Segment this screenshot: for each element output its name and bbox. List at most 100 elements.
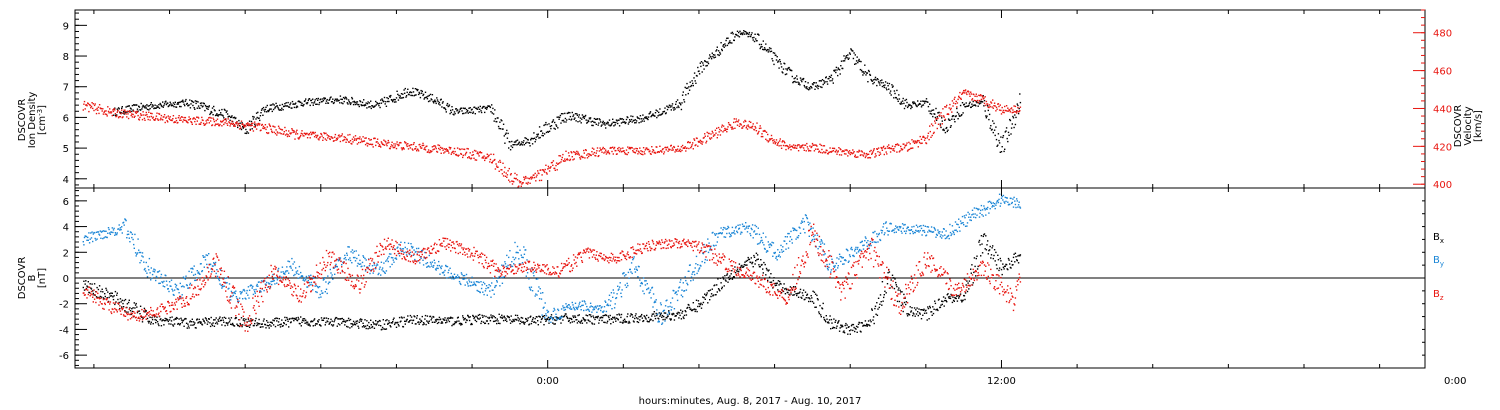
- bx-point: [1014, 261, 1016, 263]
- bx-point: [390, 326, 392, 328]
- velocity-point: [983, 102, 986, 105]
- density-point: [955, 115, 957, 117]
- velocity-point: [320, 133, 323, 135]
- velocity-point: [816, 145, 818, 147]
- density-point: [132, 109, 134, 111]
- velocity-point: [906, 150, 909, 152]
- velocity-point: [227, 118, 229, 120]
- bx-point: [401, 317, 403, 319]
- bx-point: [332, 324, 335, 326]
- velocity-point: [538, 172, 540, 175]
- bx-point: [306, 321, 309, 323]
- bx-point: [333, 320, 335, 323]
- bx-point: [823, 318, 826, 321]
- density-point: [284, 103, 286, 105]
- by-point: [143, 269, 146, 271]
- bx-point: [276, 317, 279, 320]
- density-point: [326, 98, 328, 101]
- bx-point: [1008, 259, 1010, 261]
- bx-point: [849, 333, 851, 335]
- velocity-point: [329, 138, 331, 141]
- density-point: [654, 112, 657, 114]
- bx-point: [597, 315, 599, 318]
- velocity-point: [934, 120, 936, 122]
- velocity-point: [730, 126, 732, 128]
- velocity-point: [1017, 107, 1019, 109]
- bx-point: [217, 319, 219, 321]
- bx-point: [721, 286, 723, 288]
- density-point: [359, 100, 362, 103]
- velocity-point: [941, 123, 943, 125]
- bx-point: [898, 287, 900, 289]
- density-point: [509, 141, 511, 143]
- velocity-point: [557, 163, 559, 165]
- bx-point: [944, 299, 946, 302]
- bx-point: [936, 308, 938, 310]
- density-point: [777, 61, 779, 63]
- by-point: [325, 281, 327, 283]
- velocity-point: [436, 151, 439, 153]
- by-point: [352, 256, 355, 259]
- bx-point: [442, 318, 444, 320]
- bx-point: [162, 319, 164, 321]
- density-point: [798, 82, 800, 84]
- density-point: [934, 116, 937, 119]
- velocity-point: [918, 141, 921, 144]
- by-point: [87, 239, 89, 241]
- density-point: [521, 141, 523, 143]
- density-point: [854, 63, 856, 65]
- bx-point: [255, 324, 258, 327]
- density-point: [643, 120, 645, 122]
- density-point: [706, 64, 708, 67]
- density-point: [988, 113, 991, 116]
- bx-point: [978, 241, 980, 243]
- bx-point: [842, 325, 844, 328]
- bx-point: [985, 235, 987, 237]
- bx-point: [572, 315, 574, 317]
- bx-point: [180, 317, 182, 319]
- density-point: [680, 108, 683, 111]
- bx-point: [678, 312, 681, 314]
- by-point: [119, 227, 122, 229]
- velocity-point: [482, 156, 484, 158]
- bx-point: [864, 320, 867, 322]
- by-point: [295, 267, 297, 269]
- by-point: [353, 250, 355, 253]
- velocity-point: [403, 148, 405, 150]
- density-point: [695, 82, 697, 84]
- density-point: [1004, 131, 1006, 133]
- by-point: [139, 251, 142, 254]
- bx-point: [816, 298, 819, 300]
- velocity-point: [346, 139, 348, 141]
- bx-point: [976, 268, 979, 270]
- by-point: [136, 252, 139, 254]
- bx-point: [895, 281, 897, 284]
- by-point: [308, 281, 311, 284]
- bx-point: [1002, 266, 1005, 268]
- bx-point: [297, 316, 299, 319]
- density-point: [584, 115, 586, 118]
- bx-point: [520, 320, 522, 322]
- by-point: [112, 231, 114, 234]
- velocity-point: [260, 129, 262, 131]
- density-point: [871, 80, 873, 82]
- density-point: [994, 134, 996, 137]
- velocity-point: [993, 105, 995, 107]
- velocity-point: [957, 98, 959, 101]
- b-axis-tick-label: -4: [59, 325, 69, 336]
- density-point: [1013, 126, 1015, 129]
- bx-point: [136, 306, 138, 308]
- velocity-point: [743, 125, 746, 127]
- velocity-point: [87, 103, 89, 105]
- bx-point: [516, 319, 518, 321]
- bx-point: [213, 325, 216, 327]
- density-point: [153, 107, 156, 109]
- by-point: [357, 262, 359, 265]
- velocity-point: [412, 149, 414, 151]
- bx-point: [532, 317, 534, 319]
- density-point: [583, 115, 585, 118]
- velocity-point: [871, 153, 873, 155]
- bx-point: [809, 300, 812, 303]
- density-point: [908, 103, 910, 106]
- velocity-point: [445, 148, 447, 151]
